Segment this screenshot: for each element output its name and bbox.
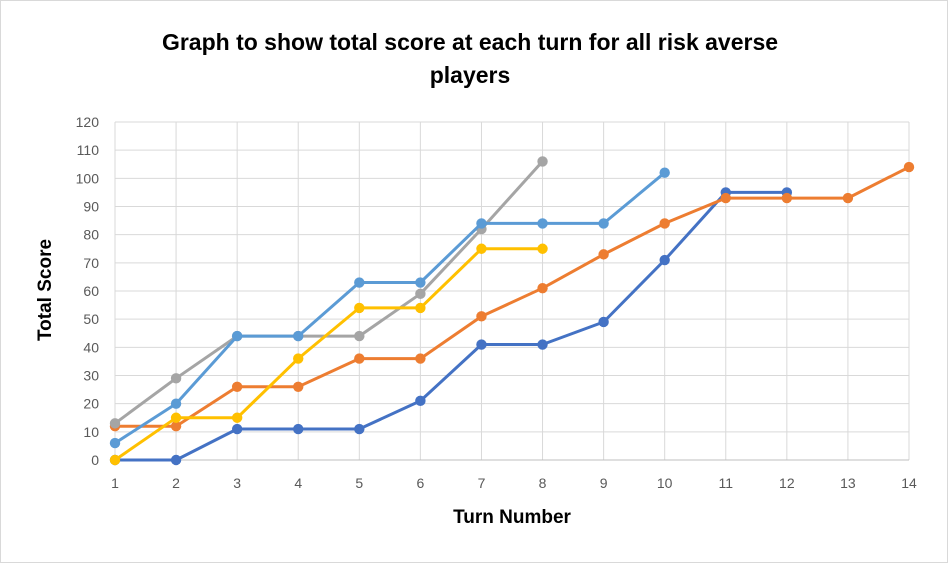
series-2-point xyxy=(170,421,182,432)
series-2-point xyxy=(293,381,304,392)
x-tick-label: 11 xyxy=(718,475,733,491)
series-1-point xyxy=(170,454,182,466)
x-tick-label: 3 xyxy=(233,475,241,491)
y-tick-label: 90 xyxy=(83,199,99,215)
x-tick-label: 8 xyxy=(539,475,547,491)
series-4-point xyxy=(415,277,426,288)
series-4-point xyxy=(476,218,487,229)
x-tick-label: 9 xyxy=(600,475,608,491)
series-2-point xyxy=(415,353,426,364)
series-3-point xyxy=(537,156,548,167)
series-1-point xyxy=(354,423,365,435)
series-3-point xyxy=(354,330,365,342)
series-5-point xyxy=(293,353,304,364)
y-tick-label: 20 xyxy=(83,396,99,412)
y-tick-label: 70 xyxy=(83,255,99,271)
series-2-point xyxy=(720,192,731,204)
x-tick-label: 6 xyxy=(416,475,424,491)
series-1-point xyxy=(598,316,609,328)
y-tick-label: 100 xyxy=(76,170,100,186)
series-1-point xyxy=(476,339,487,350)
series-4-point xyxy=(231,330,243,342)
y-tick-label: 30 xyxy=(83,368,99,384)
series-4-point xyxy=(170,398,182,409)
series-1-point xyxy=(537,339,548,350)
series-5-point xyxy=(170,412,182,423)
series-1-point xyxy=(231,423,243,435)
chart-title: Graph to show total score at each turn f… xyxy=(161,29,779,88)
series-5-point xyxy=(476,243,487,254)
series-3-point xyxy=(170,373,182,384)
series-5-point xyxy=(231,412,243,423)
x-tick-label: 5 xyxy=(355,475,363,491)
series-4-point xyxy=(354,277,365,288)
series-2-point xyxy=(354,353,365,364)
series-5-point xyxy=(537,243,548,254)
series-2-point xyxy=(537,282,548,294)
series-4-point xyxy=(659,167,670,178)
x-tick-label: 12 xyxy=(779,475,795,491)
y-tick-label: 120 xyxy=(76,114,100,130)
y-tick-label: 50 xyxy=(83,311,99,327)
x-tick-label: 2 xyxy=(172,475,180,491)
y-tick-label: 110 xyxy=(77,142,100,158)
series-3-point xyxy=(415,288,426,300)
series-5-point xyxy=(109,454,121,466)
y-tick-label: 10 xyxy=(83,424,99,440)
series-4-point xyxy=(293,330,304,342)
series-5-point xyxy=(415,302,426,314)
y-tick-label: 60 xyxy=(83,283,99,299)
series-2-point xyxy=(781,192,793,204)
series-4-point xyxy=(109,437,121,449)
series-2-point xyxy=(903,161,915,173)
series-4-point xyxy=(598,218,609,229)
series-1-line xyxy=(113,190,789,462)
series-1-point xyxy=(293,423,304,435)
x-axis-label: Turn Number xyxy=(453,507,571,528)
series-3-line xyxy=(113,159,544,425)
series-4-line xyxy=(113,171,667,445)
series-4-point xyxy=(537,218,548,229)
x-tick-label: 14 xyxy=(901,475,917,491)
series-2-line xyxy=(113,165,911,428)
series-2-point xyxy=(231,381,243,392)
series-1-point xyxy=(659,254,670,266)
y-tick-label: 0 xyxy=(91,452,99,468)
y-tick-label: 40 xyxy=(83,339,99,355)
series-2-point xyxy=(598,249,609,260)
series-2-point xyxy=(842,192,854,204)
x-tick-label: 13 xyxy=(840,475,856,491)
series-5-line xyxy=(113,247,544,462)
x-tick-label: 4 xyxy=(294,475,302,491)
series-3-point xyxy=(109,418,121,429)
series-1-point xyxy=(415,395,426,407)
series-2-point xyxy=(476,311,487,322)
x-tick-label: 10 xyxy=(657,475,673,491)
x-tick-label: 7 xyxy=(478,475,486,491)
x-tick-label: 1 xyxy=(111,475,119,491)
y-tick-label: 80 xyxy=(83,227,99,243)
series-2-point xyxy=(659,218,670,229)
series-5-point xyxy=(354,302,365,314)
